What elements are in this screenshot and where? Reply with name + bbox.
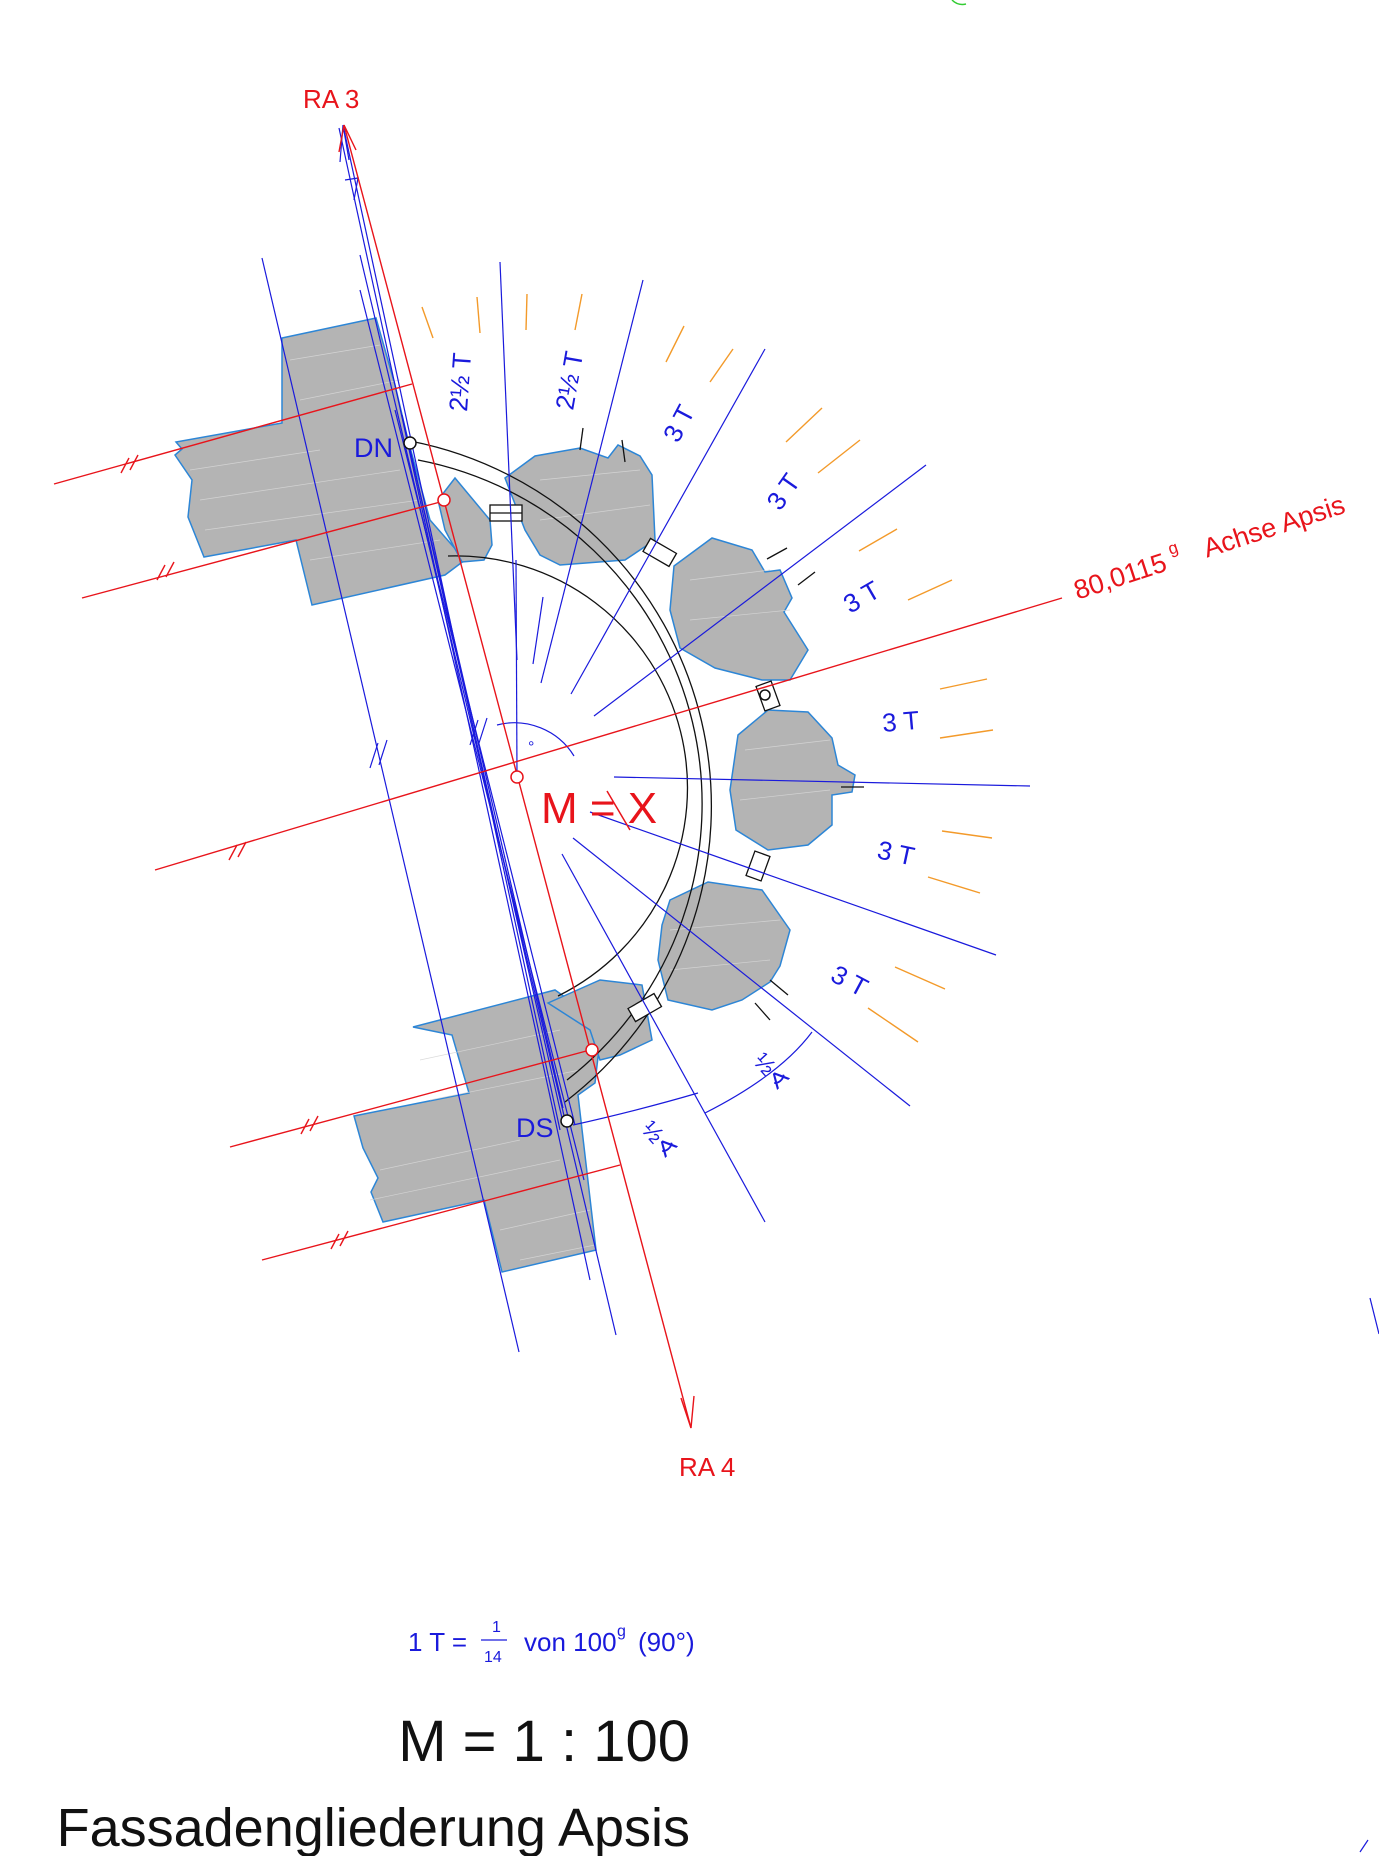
- legend-paren: (90°): [638, 1627, 695, 1657]
- segment-label-4: 3 T: [760, 468, 806, 516]
- pier-4: [657, 881, 791, 1011]
- apse-ring: [409, 427, 864, 1103]
- blue-construction: [261, 124, 1031, 1353]
- half-angle-label-1: ½∢: [636, 1116, 683, 1164]
- stray-mark-right-bottom: [1359, 1839, 1369, 1853]
- label-ds: DS: [516, 1113, 554, 1143]
- orange-ticks: [421, 293, 994, 1043]
- axis-label: 80,0115 g Achse Apsis: [1070, 489, 1348, 605]
- label-center: M = X: [541, 784, 657, 833]
- segment-label-3: 3 T: [657, 400, 701, 447]
- label-ra4: RA 4: [679, 1452, 735, 1482]
- segment-label-2: 2½ T: [549, 349, 589, 412]
- pier-3: [729, 709, 856, 851]
- half-angle-arc-2: [704, 1031, 813, 1114]
- legend: 1 T = 1 14 von 100 g (90°): [408, 1619, 695, 1666]
- legend-suffix: von 100: [524, 1627, 617, 1657]
- center-strike: [606, 790, 631, 831]
- pier-1: [504, 444, 656, 566]
- lower-buttress: [353, 989, 601, 1273]
- scale-label: M = 1 : 100: [398, 1709, 690, 1774]
- label-axis-angle-unit: g: [1166, 538, 1181, 559]
- segment-label-1: 2½ T: [443, 352, 477, 413]
- pier-5: [437, 476, 493, 563]
- point-center: [510, 770, 524, 784]
- points: [403, 436, 771, 1128]
- legend-denominator: 14: [484, 1649, 502, 1666]
- stone-masses: [174, 317, 856, 1273]
- center-angle-arc: [496, 722, 575, 757]
- label-dn: DN: [354, 433, 393, 463]
- stray-mark-right: [1369, 1297, 1379, 1335]
- segment-label-8: 3 T: [826, 959, 873, 1003]
- point-red-lower: [585, 1043, 599, 1057]
- ring-inner: [447, 555, 689, 997]
- label-axis-name: Achse Apsis: [1199, 489, 1348, 563]
- stray-mark: [951, 0, 967, 6]
- point-red-upper: [437, 493, 451, 507]
- point-ring: [759, 689, 771, 701]
- degree-mark: °: [528, 739, 534, 756]
- segment-label-7: 3 T: [875, 835, 918, 872]
- point-ds: [560, 1114, 574, 1128]
- label-axis-angle: 80,0115: [1070, 547, 1170, 605]
- pier-2: [669, 537, 809, 681]
- drawing-title: Fassadengliederung Apsis: [57, 1798, 690, 1856]
- legend-prefix: 1 T =: [408, 1627, 467, 1657]
- segment-label-6: 3 T: [881, 705, 921, 738]
- ring-mid: [417, 459, 703, 1081]
- label-ra3: RA 3: [303, 84, 359, 114]
- point-dn: [403, 436, 417, 450]
- stone-hatching: [189, 344, 831, 1261]
- legend-unit: g: [617, 1623, 626, 1640]
- segment-label-5: 3 T: [838, 575, 885, 620]
- pier-6: [546, 979, 653, 1061]
- legend-numerator: 1: [492, 1619, 501, 1636]
- half-angle-arc-1: [572, 1092, 699, 1126]
- half-angle-label-2: ½∢: [748, 1048, 795, 1096]
- apse-axis: [154, 597, 1063, 871]
